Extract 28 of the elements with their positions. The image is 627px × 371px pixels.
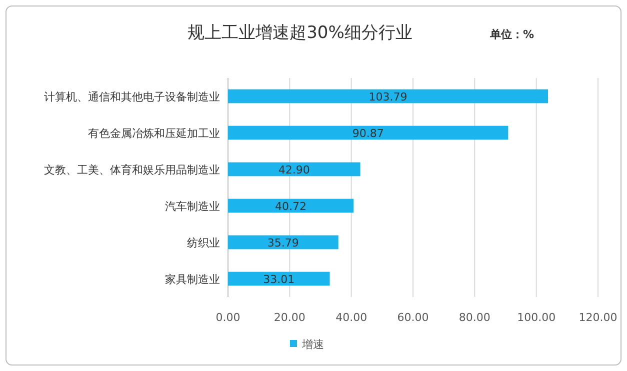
data-label: 103.79 <box>368 90 408 104</box>
data-label: 90.87 <box>352 126 384 140</box>
bar <box>228 235 338 250</box>
x-tick-label: 100.00 <box>517 311 556 324</box>
x-tick-label: 120.00 <box>578 311 618 324</box>
y-tick-label: 汽车制造业 <box>165 200 220 213</box>
y-tick-label: 文教、工美、体育和娱乐用品制造业 <box>44 163 220 176</box>
y-tick-label: 纺织业 <box>187 236 220 250</box>
legend-label: 增速 <box>301 338 324 351</box>
bar <box>228 272 330 286</box>
data-label: 35.79 <box>267 236 299 250</box>
bar <box>228 89 548 104</box>
bar <box>228 198 354 213</box>
x-tick-label: 40.00 <box>336 311 368 324</box>
x-tick-label: 60.00 <box>397 311 429 324</box>
data-label: 42.90 <box>278 163 310 176</box>
y-tick-label: 计算机、通信和其他电子设备制造业 <box>44 90 220 104</box>
bar <box>228 162 360 176</box>
x-tick-label: 0.00 <box>216 311 240 324</box>
y-tick-label: 有色金属冶炼和压延加工业 <box>88 126 220 140</box>
x-tick-label: 80.00 <box>458 311 490 324</box>
x-tick-label: 20.00 <box>274 311 306 324</box>
chart-title: 规上工业增速超30%细分行业 <box>188 23 412 43</box>
text: 单位：% <box>489 28 534 41</box>
y-tick-label: 家具制造业 <box>165 272 220 286</box>
bar <box>228 126 508 140</box>
data-label: 40.72 <box>275 200 307 213</box>
data-label: 33.01 <box>263 272 295 286</box>
